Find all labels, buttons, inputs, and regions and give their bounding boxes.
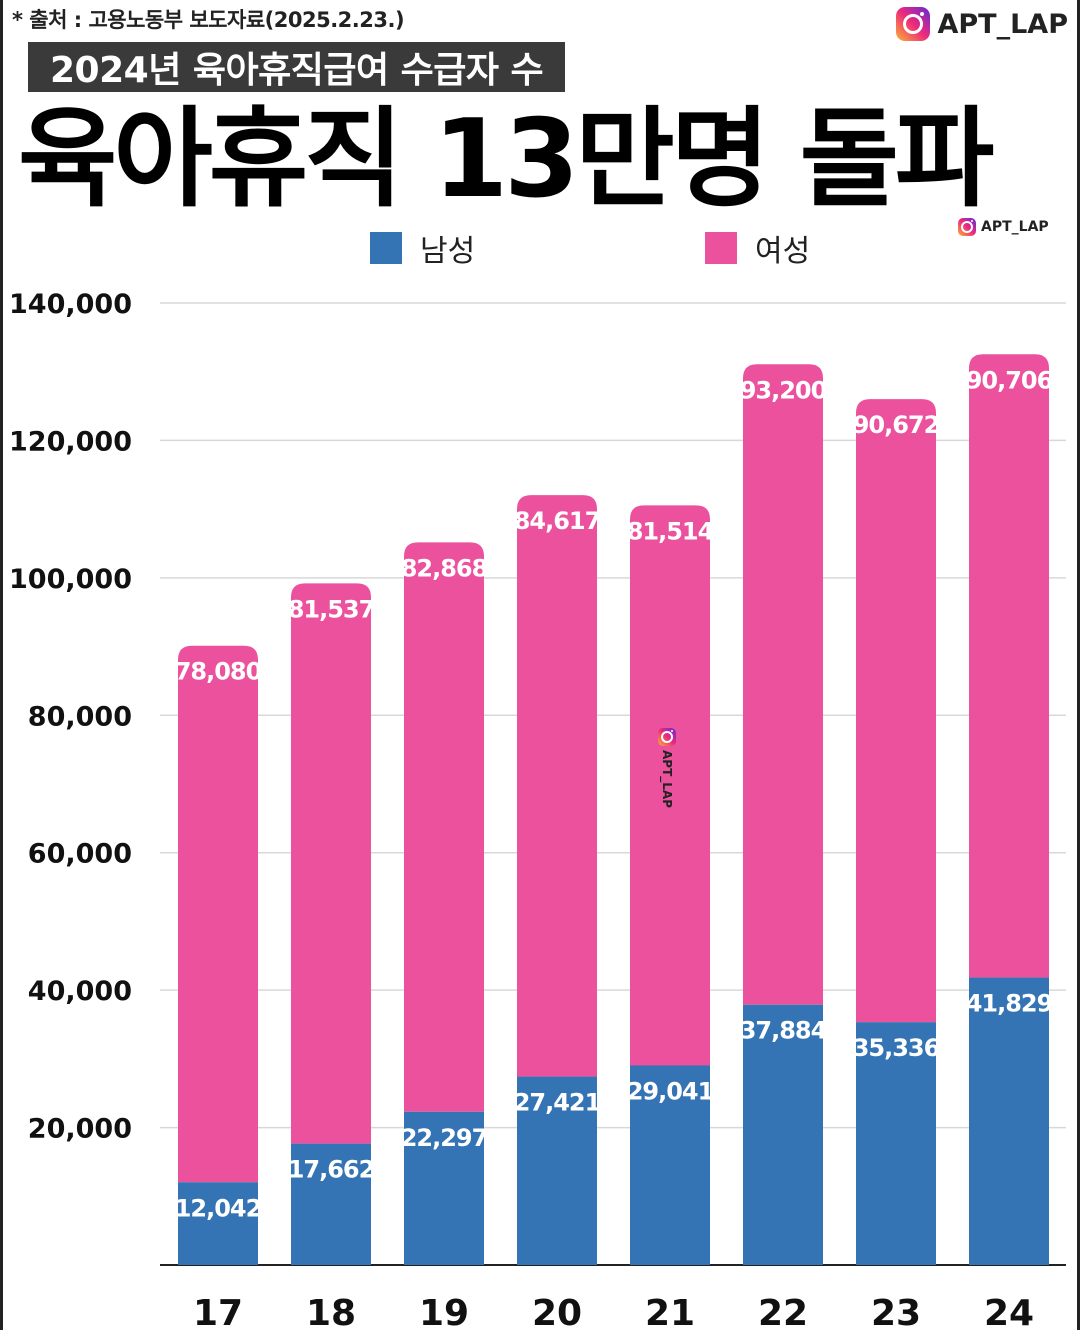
bar-male-23 [856,1022,936,1265]
legend-swatch-male [370,232,402,264]
source-note: * 출처 : 고용노동부 보도자료(2025.2.23.) [12,8,405,32]
y-tick-label: 80,000 [28,701,132,732]
legend-swatch-female [705,232,737,264]
data-label-male: 27,421 [514,1089,601,1117]
brand-name: APT_LAP [937,8,1069,40]
x-tick-label: 21 [645,1293,695,1330]
bar-male-17 [178,1182,258,1265]
brand-badge[interactable]: APT_LAP [895,4,1069,44]
bar-male-21 [630,1065,710,1265]
bar-male-19 [404,1111,484,1265]
small-brand-watermark: APT_LAP [958,218,1049,236]
watermark-instagram-icon [658,728,676,746]
bar-female-22 [743,364,823,1005]
data-label-female: 81,514 [627,517,714,545]
legend-label-male: 남성 [420,234,476,269]
bar-male-18 [291,1143,371,1265]
data-label-female: 93,200 [740,376,827,404]
bar-female-21 [630,505,710,1066]
center-watermark: APT_LAP [658,728,676,808]
bar-male-20 [517,1076,597,1265]
data-label-female: 82,868 [401,554,488,582]
bar-female-17 [178,645,258,1183]
x-tick-label: 18 [306,1293,356,1330]
data-label-female: 90,706 [966,366,1053,394]
bar-male-24 [969,977,1049,1265]
bar-female-19 [404,542,484,1112]
y-tick-label: 140,000 [9,289,132,320]
data-label-male: 37,884 [740,1017,827,1045]
chart-legend: 남성 여성 [0,226,1080,270]
legend-item-female: 여성 [705,226,810,270]
small-brand-text: APT_LAP [981,219,1049,235]
bar-female-24 [969,354,1049,978]
bar-female-20 [517,495,597,1077]
data-label-female: 90,672 [853,411,940,439]
instagram-small-icon [958,218,976,236]
x-tick-label: 23 [871,1293,921,1330]
x-tick-label: 19 [419,1293,469,1330]
bar-male-22 [743,1004,823,1265]
x-tick-label: 17 [193,1293,243,1330]
y-tick-label: 60,000 [28,839,132,870]
data-label-female: 78,080 [175,658,262,686]
data-label-male: 35,336 [853,1034,940,1062]
data-label-male: 29,041 [627,1077,714,1105]
y-tick-label: 100,000 [9,564,132,595]
subtitle-banner: 2024년 육아휴직급여 수급자 수 [28,42,566,92]
y-tick-label: 120,000 [9,426,132,457]
data-label-female: 81,537 [288,595,375,623]
data-label-male: 41,829 [966,990,1053,1018]
watermark-text: APT_LAP [660,750,674,808]
data-label-male: 12,042 [175,1194,262,1222]
y-tick-label: 40,000 [28,976,132,1007]
bar-female-23 [856,399,936,1023]
legend-label-female: 여성 [755,234,811,269]
x-tick-label: 24 [984,1293,1034,1330]
x-tick-label: 20 [532,1293,582,1330]
x-tick-label: 22 [758,1293,808,1330]
data-label-male: 17,662 [288,1156,375,1184]
data-label-male: 22,297 [401,1124,488,1152]
data-label-female: 84,617 [514,507,601,535]
page-title: 육아휴직 13만명 돌파 [18,97,994,222]
bar-female-18 [291,583,371,1144]
instagram-icon [895,7,930,41]
y-tick-label: 20,000 [28,1114,132,1145]
legend-item-male: 남성 [370,226,475,270]
